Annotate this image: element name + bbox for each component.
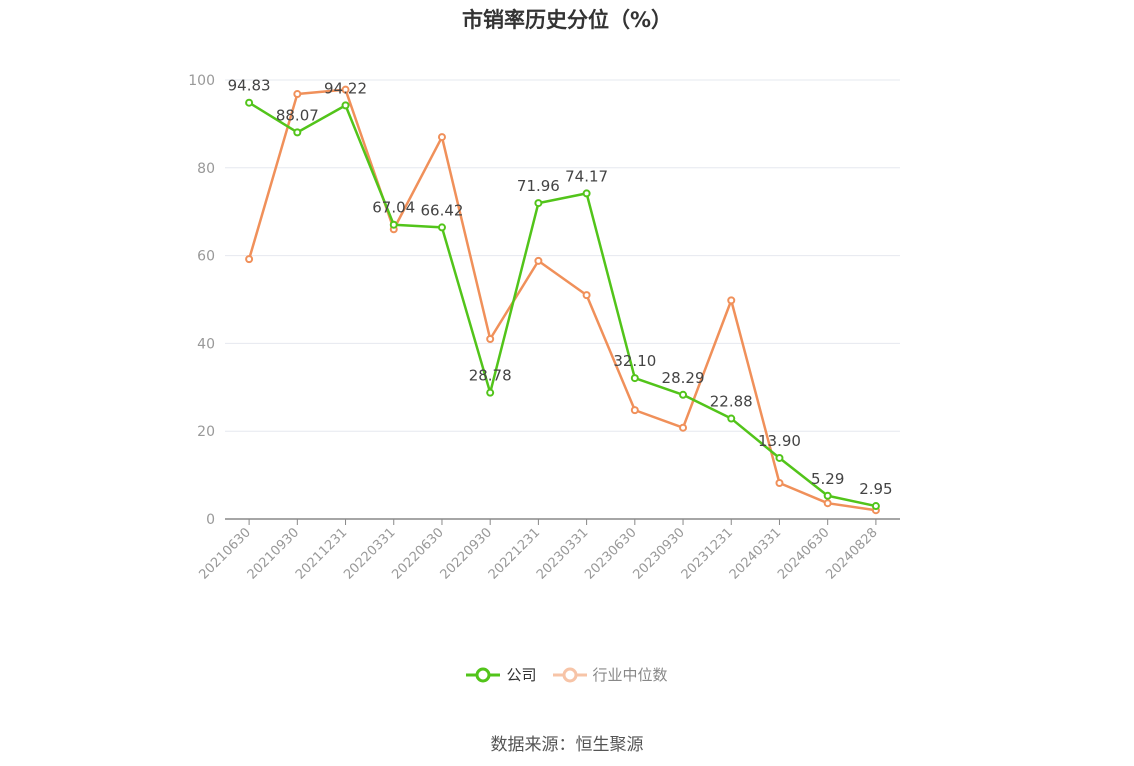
point-industry-median-6 <box>534 256 543 265</box>
point-industry-median-9 <box>679 423 688 432</box>
data-label-company-13: 2.95 <box>859 480 892 498</box>
point-industry-median-4 <box>437 133 446 142</box>
series-line-company <box>248 101 877 508</box>
data-label-company-4: 66.42 <box>420 201 463 219</box>
x-tick-label-5: 20220930 <box>438 525 495 582</box>
point-company-0 <box>245 98 254 107</box>
line-chart: 0204060801002021063020210930202112312022… <box>188 73 900 583</box>
legend-swatch-company <box>466 667 501 682</box>
y-tick-label-2: 40 <box>197 336 215 352</box>
data-label-company-3: 67.04 <box>372 199 415 217</box>
x-tick-label-11: 20240331 <box>727 525 784 582</box>
point-company-6 <box>534 199 543 208</box>
legend: 公司 行业中位数 <box>0 664 1134 685</box>
data-label-company-7: 74.17 <box>565 167 608 185</box>
legend-label-industry-median: 行业中位数 <box>592 666 668 684</box>
y-tick-label-1: 20 <box>197 424 215 440</box>
point-company-7 <box>582 189 591 198</box>
point-company-2 <box>341 101 350 110</box>
point-company-10 <box>727 414 736 423</box>
data-label-company-6: 71.96 <box>517 177 560 195</box>
x-tick-label-8: 20230630 <box>582 525 639 582</box>
y-tick-label-5: 100 <box>188 73 215 89</box>
data-label-company-0: 94.83 <box>228 77 271 95</box>
x-tick-label-10: 20231231 <box>679 525 736 582</box>
y-tick-label-3: 60 <box>197 249 215 265</box>
x-tick-label-7: 20230331 <box>534 525 591 582</box>
point-industry-median-8 <box>630 406 639 415</box>
data-label-company-5: 28.78 <box>469 367 512 385</box>
x-tick-label-6: 20221231 <box>486 525 543 582</box>
point-company-8 <box>630 374 639 383</box>
point-industry-median-1 <box>293 90 302 99</box>
x-tick-label-3: 20220331 <box>341 525 398 582</box>
point-industry-median-11 <box>775 479 784 488</box>
legend-swatch-industry-median <box>552 667 587 682</box>
x-tick-label-12: 20240630 <box>775 525 832 582</box>
data-label-company-9: 28.29 <box>662 369 705 387</box>
point-industry-median-0 <box>245 255 254 264</box>
data-label-company-1: 88.07 <box>276 106 319 124</box>
x-tick-label-13: 20240828 <box>823 525 880 582</box>
point-industry-median-12 <box>823 499 832 508</box>
x-tick-label-0: 20210630 <box>197 525 254 582</box>
point-company-13 <box>871 502 880 511</box>
point-company-11 <box>775 453 784 462</box>
data-label-company-8: 32.10 <box>613 352 656 370</box>
data-label-company-10: 22.88 <box>710 393 753 411</box>
x-tick-label-1: 20210930 <box>245 525 302 582</box>
point-company-4 <box>437 223 446 232</box>
data-label-company-2: 94.22 <box>324 79 367 97</box>
chart-title: 市销率历史分位（%） <box>461 8 673 32</box>
data-label-company-12: 5.29 <box>811 470 844 488</box>
legend-label-company: 公司 <box>506 666 537 684</box>
point-industry-median-2 <box>341 85 350 94</box>
point-company-3 <box>389 220 398 229</box>
point-company-5 <box>486 388 495 397</box>
y-tick-label-4: 80 <box>197 161 215 177</box>
legend-item-company[interactable]: 公司 <box>466 664 537 685</box>
y-tick-label-0: 0 <box>206 512 215 528</box>
point-industry-median-7 <box>582 291 591 300</box>
point-company-12 <box>823 491 832 500</box>
x-tick-label-4: 20220630 <box>389 525 446 582</box>
point-industry-median-5 <box>486 335 495 344</box>
x-tick-label-9: 20230930 <box>630 525 687 582</box>
data-label-company-11: 13.90 <box>758 432 801 450</box>
legend-item-industry-median[interactable]: 行业中位数 <box>552 664 668 685</box>
data-source: 数据来源：恒生聚源 <box>490 735 644 755</box>
point-company-9 <box>679 390 688 399</box>
point-industry-median-10 <box>727 296 736 305</box>
x-tick-label-2: 20211231 <box>293 525 350 582</box>
point-company-1 <box>293 128 302 137</box>
